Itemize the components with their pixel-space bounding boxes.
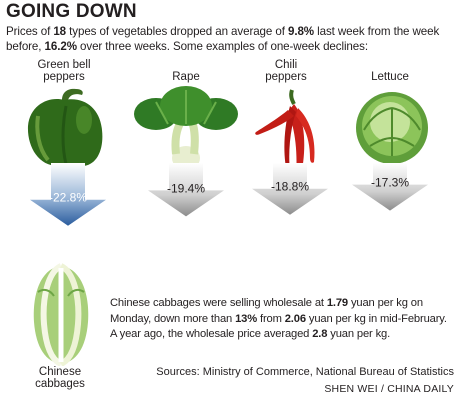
label-green-bell-peppers: Green bell peppers [24, 59, 104, 83]
page-title: GOING DOWN [6, 1, 137, 22]
intro-part-3: last week from the week before, [6, 25, 440, 53]
intro-text: Prices of 18 types of vegetables dropped… [6, 24, 456, 54]
intro-part-4: over three weeks. Some examples of one-w… [76, 40, 368, 53]
decline-value-label: -18.8% [271, 180, 309, 194]
credit-line: SHEN WEI / CHINA DAILY [324, 383, 454, 395]
label-chinese-cabbages: Chinese cabbages [28, 366, 92, 390]
cabbage-price-feb: 2.06 [284, 312, 306, 325]
rape-image [134, 86, 238, 170]
cabbage-drop: 13% [235, 312, 258, 325]
label-rape: Rape [146, 71, 226, 83]
intro-part-1: Prices of [6, 25, 54, 38]
cabbage-text: Chinese cabbages were selling wholesale … [110, 296, 455, 343]
cabbage-part-5: yuan per kg. [327, 328, 391, 340]
green-bell-pepper-image [27, 88, 103, 167]
label-chili-peppers: Chili peppers [256, 59, 316, 83]
label-line: Chili [274, 59, 298, 71]
decline-value-label: -19.4% [167, 181, 205, 195]
cabbage-part-4: yuan per kg in mid-February. A year ago,… [110, 312, 447, 341]
cabbage-part-3: from [257, 312, 285, 325]
label-line: Rape [172, 71, 200, 83]
label-lettuce: Lettuce [355, 71, 425, 83]
lettuce-image [356, 92, 428, 164]
intro-part-2: types of vegetables dropped an average o… [66, 25, 288, 38]
cabbage-price-year: 2.8 [312, 328, 328, 340]
label-line: Lettuce [371, 71, 409, 83]
intro-average: 9.8% [287, 25, 314, 38]
decline-arrow [252, 163, 328, 215]
label-line: Chinese [38, 366, 82, 378]
label-line: peppers [265, 71, 307, 83]
cabbage-part-1: Chinese cabbages were selling wholesale … [110, 297, 327, 309]
chinese-cabbage-image [33, 263, 89, 366]
chili-peppers-image [255, 89, 315, 181]
source-line: Sources: Ministry of Commerce, National … [156, 366, 454, 378]
intro-three-week: 16.2% [44, 40, 77, 53]
label-line: Green bell [37, 59, 91, 71]
decline-value-label: -22.8% [49, 191, 87, 205]
decline-arrow [352, 163, 428, 211]
label-line: cabbages [35, 378, 85, 390]
intro-count: 18 [53, 25, 67, 38]
decline-value-label: -17.3% [371, 176, 409, 190]
decline-arrow [148, 163, 224, 217]
cabbage-part-2: yuan per kg on Monday, down more than [110, 297, 423, 325]
cabbage-price-now: 1.79 [326, 297, 349, 309]
label-line: peppers [43, 71, 85, 83]
decline-arrow [30, 163, 106, 226]
